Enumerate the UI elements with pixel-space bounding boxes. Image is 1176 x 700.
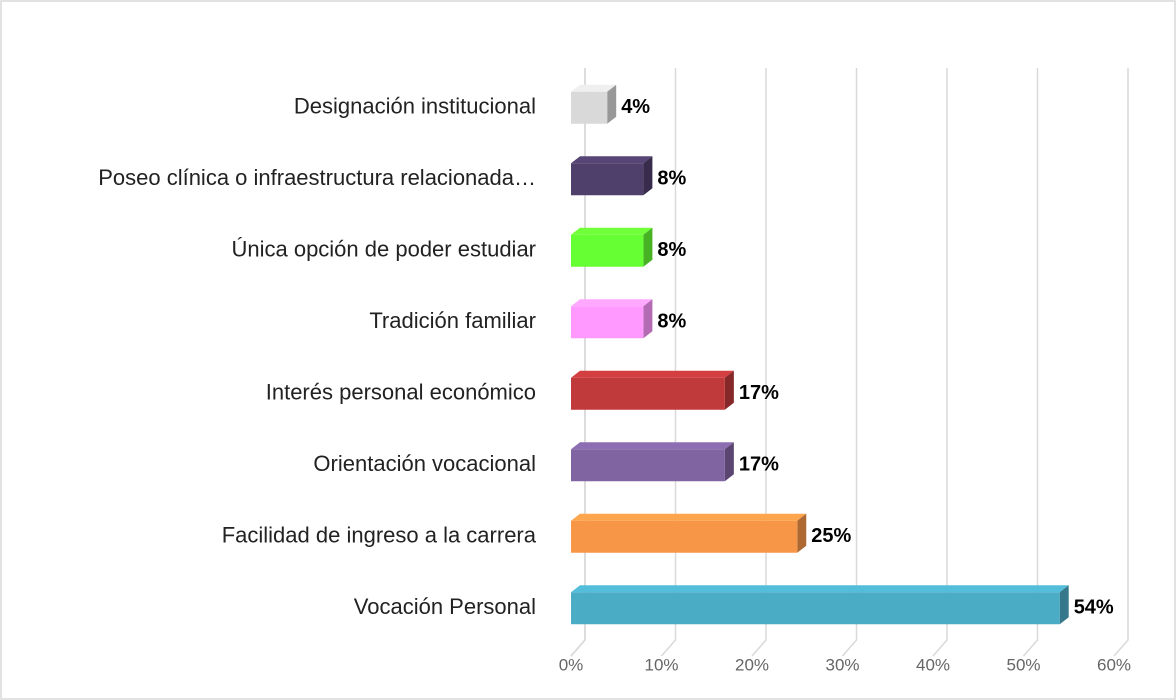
category-label: Facilidad de ingreso a la carrera: [222, 523, 537, 548]
value-label: 4%: [621, 96, 650, 118]
x-tick-label: 60%: [1097, 655, 1131, 674]
category-label: Poseo clínica o infraestructura relacion…: [98, 165, 536, 190]
value-label: 54%: [1074, 597, 1114, 619]
x-tick-label: 50%: [1006, 655, 1040, 674]
x-tick-label: 10%: [644, 655, 678, 674]
bar: [571, 156, 653, 196]
x-tick-label: 30%: [825, 655, 859, 674]
grid-line: [751, 68, 767, 657]
bar: [571, 299, 653, 339]
grid-line: [841, 68, 858, 657]
x-tick-label: 0%: [559, 655, 584, 674]
value-label: 8%: [657, 168, 686, 190]
bar: [571, 370, 734, 410]
category-label: Interés personal económico: [266, 380, 536, 405]
grid-line: [1113, 68, 1129, 657]
bar: [571, 84, 617, 124]
bar: [571, 513, 807, 553]
grid-line: [660, 68, 677, 657]
category-label: Vocación Personal: [354, 594, 536, 619]
category-label: Designación institucional: [294, 94, 536, 119]
value-label: 8%: [657, 239, 686, 261]
category-label: Tradición familiar: [369, 308, 536, 333]
bar: [571, 442, 734, 482]
category-label: Única opción de poder estudiar: [231, 237, 536, 262]
x-tick-label: 40%: [916, 655, 950, 674]
bar: [571, 227, 653, 267]
bar: [571, 585, 1069, 625]
value-label: 8%: [657, 311, 686, 333]
x-tick-label: 20%: [735, 655, 769, 674]
grid-line: [932, 68, 948, 657]
grid-line: [1022, 68, 1039, 657]
category-label: Orientación vocacional: [313, 451, 536, 476]
value-label: 25%: [811, 525, 851, 547]
value-label: 17%: [739, 454, 779, 476]
value-label: 17%: [739, 382, 779, 404]
